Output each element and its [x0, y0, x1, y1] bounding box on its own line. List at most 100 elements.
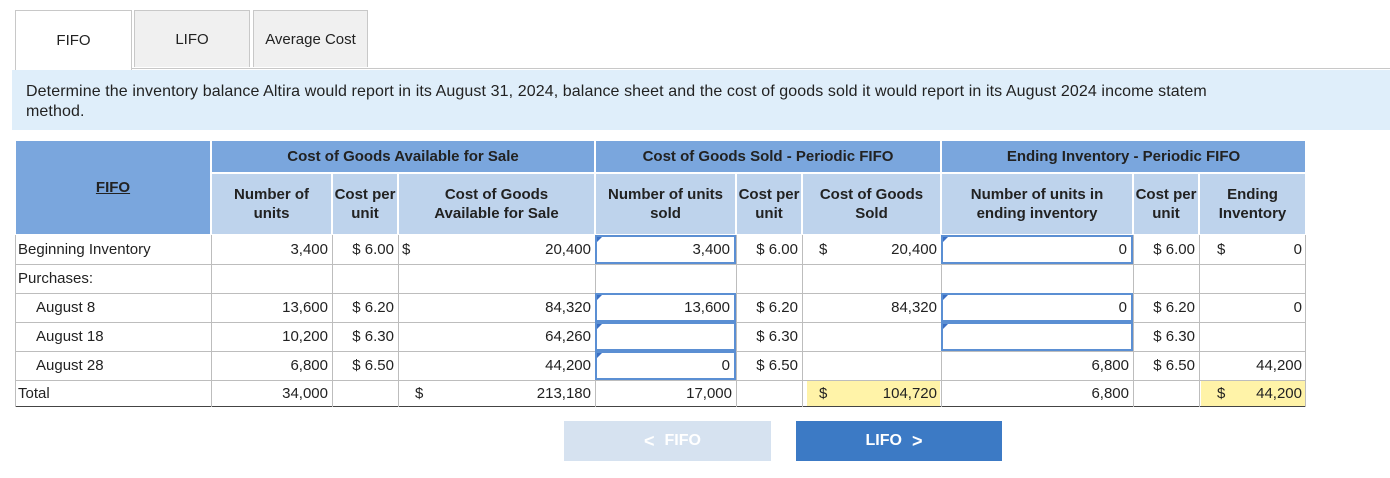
input-flag-icon — [943, 295, 948, 300]
aug18-avail-units: 10,200 — [282, 328, 328, 345]
subheader-sold-cost-text: Cost per unit — [738, 186, 800, 222]
aug18-sold-units-input[interactable] — [595, 322, 736, 351]
group-header-available — [211, 140, 595, 173]
aug8-sold-total: 84,320 — [891, 299, 937, 316]
aug28-sold-units-input[interactable]: 0 — [595, 351, 736, 380]
subheader-avail-cost: Cost per unit — [332, 173, 398, 235]
beginning-sold-total: 20,400 — [891, 241, 937, 258]
beginning-end-cost: $ 6.00 — [1153, 241, 1195, 258]
aug8-sold-units-input[interactable]: 13,600 — [595, 293, 736, 322]
total-avail-total: 213,180 — [536, 384, 591, 402]
next-button-label: LIFO — [865, 432, 902, 449]
aug18-end-cost: $ 6.30 — [1153, 328, 1195, 345]
tab-bar-divider — [15, 68, 1390, 69]
corner-header — [15, 140, 211, 235]
subheader-avail-total-text: Cost of Goods Available for Sale — [434, 186, 559, 222]
aug8-avail-cost: $ 6.20 — [352, 299, 394, 316]
total-avail-dollar: $ — [415, 384, 424, 402]
col-divider — [398, 235, 399, 407]
col-divider — [736, 235, 737, 407]
beginning-sold-cost: $ 6.00 — [756, 241, 798, 258]
aug28-end-total: 44,200 — [1256, 357, 1302, 374]
input-flag-icon — [943, 237, 948, 242]
subheader-avail-cost-text: Cost per unit — [334, 186, 396, 222]
subheader-avail-total: Cost of Goods Available for Sale — [398, 173, 595, 235]
tab-lifo[interactable]: LIFO — [134, 10, 250, 67]
col-divider — [332, 235, 333, 407]
subheader-sold-units: Number of units sold — [595, 173, 736, 235]
beginning-sold-dollar: $ — [819, 241, 828, 258]
aug8-end-cost: $ 6.20 — [1153, 299, 1195, 316]
chevron-right-icon: > — [911, 430, 923, 451]
col-divider — [1133, 235, 1134, 407]
aug28-sold-total — [845, 351, 941, 380]
group-header-sold-label: Cost of Goods Sold - Periodic FIFO — [642, 148, 894, 165]
aug18-end-total — [1243, 322, 1306, 351]
col-divider — [802, 235, 803, 407]
row-label-aug8: August 8 — [36, 299, 96, 316]
total-sold-total: 104,720 — [882, 384, 937, 402]
beginning-avail-units: 3,400 — [290, 241, 328, 258]
input-flag-icon — [597, 295, 602, 300]
subheader-end-total-text: Ending Inventory — [1218, 186, 1287, 222]
aug18-end-units-input[interactable] — [941, 322, 1133, 351]
aug28-sold-cost: $ 6.50 — [756, 357, 798, 374]
beginning-end-units-input[interactable]: 0 — [941, 235, 1133, 264]
next-lifo-button[interactable]: LIFO > — [796, 421, 1002, 461]
total-sold-units: 17,000 — [686, 384, 732, 402]
beginning-avail-dollar: $ — [402, 241, 411, 258]
subheader-end-units: Number of units in ending inventory — [941, 173, 1133, 235]
input-flag-icon — [597, 324, 602, 329]
beginning-avail-total: 20,400 — [545, 241, 591, 258]
group-header-ending — [941, 140, 1306, 173]
total-sold-dollar: $ — [819, 384, 828, 402]
total-end-highlight — [1201, 381, 1305, 406]
tab-bar: FIFO LIFO Average Cost — [15, 10, 1390, 70]
total-sold-highlight — [807, 381, 940, 406]
aug18-avail-total: 64,260 — [545, 328, 591, 345]
row-label-aug18: August 18 — [36, 328, 104, 345]
instruction-text: Determine the inventory balance Altira w… — [12, 70, 1390, 130]
tab-average-cost-label: Average Cost — [265, 30, 356, 48]
beginning-end-dollar: $ — [1217, 241, 1226, 258]
row-label-purchases: Purchases: — [18, 270, 94, 287]
col-divider — [1305, 235, 1306, 407]
row-label-beginning: Beginning Inventory — [18, 241, 151, 258]
subheader-avail-units: Number of units — [211, 173, 332, 235]
aug28-avail-cost: $ 6.50 — [352, 357, 394, 374]
aug8-avail-total: 84,320 — [545, 299, 591, 316]
aug28-end-units: 6,800 — [1091, 357, 1129, 374]
beginning-avail-cost: $ 6.00 — [352, 241, 394, 258]
aug8-end-total: 0 — [1293, 299, 1302, 316]
total-end-dollar: $ — [1217, 384, 1226, 402]
subheader-sold-total-text: Cost of Goods Sold — [819, 186, 924, 222]
input-flag-icon — [597, 237, 602, 242]
group-header-available-label: Cost of Goods Available for Sale — [287, 148, 519, 165]
aug18-sold-cost: $ 6.30 — [756, 328, 798, 345]
col-divider — [1199, 235, 1200, 407]
row-divider — [15, 264, 1306, 265]
corner-fifo-link-text: FIFO — [95, 179, 131, 196]
row-label-aug28: August 28 — [36, 357, 104, 374]
tab-lifo-label: LIFO — [175, 30, 209, 48]
aug28-avail-units: 6,800 — [290, 357, 328, 374]
total-end-total: 44,200 — [1256, 384, 1302, 402]
subheader-end-total: Ending Inventory — [1199, 173, 1306, 235]
aug8-sold-cost: $ 6.20 — [756, 299, 798, 316]
tab-average-cost[interactable]: Average Cost — [253, 10, 368, 67]
beginning-sold-units-input[interactable]: 3,400 — [595, 235, 736, 264]
subheader-avail-units-text: Number of units — [234, 186, 309, 222]
input-flag-icon — [943, 324, 948, 329]
group-header-ending-label: Ending Inventory - Periodic FIFO — [1006, 148, 1241, 165]
prev-fifo-button[interactable]: < FIFO — [564, 421, 771, 461]
subheader-sold-cost: Cost per unit — [736, 173, 802, 235]
prev-button-label: FIFO — [664, 432, 701, 449]
tab-fifo[interactable]: FIFO — [15, 10, 132, 70]
subheader-end-units-text: Number of units in ending inventory — [970, 186, 1104, 222]
aug18-avail-cost: $ 6.30 — [352, 328, 394, 345]
beginning-end-total: 0 — [1293, 241, 1302, 258]
aug8-end-units-input[interactable]: 0 — [941, 293, 1133, 322]
corner-fifo-link[interactable]: FIFO — [15, 175, 211, 200]
group-header-sold — [595, 140, 941, 173]
row-label-total: Total — [18, 384, 50, 402]
